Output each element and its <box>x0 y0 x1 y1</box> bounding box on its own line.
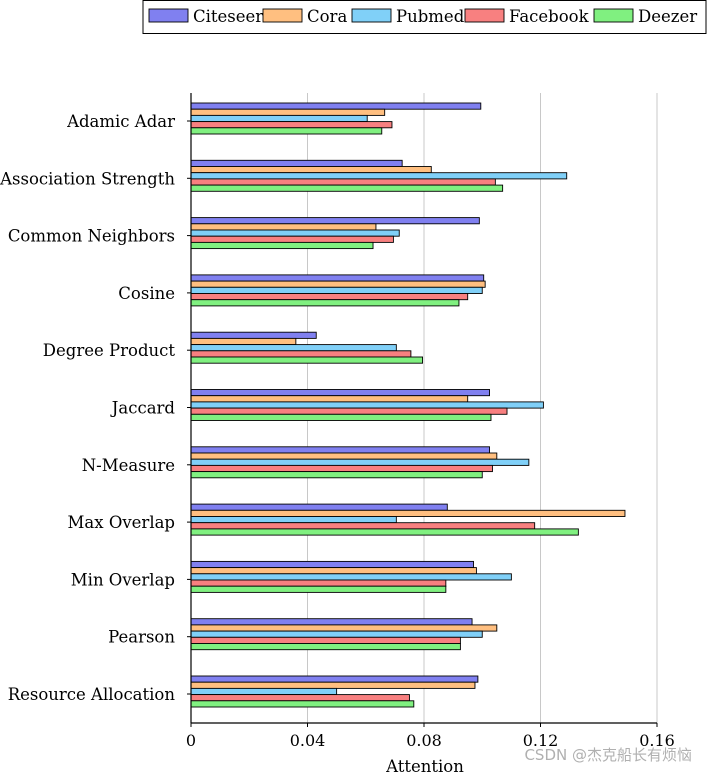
bar-pubmed-5 <box>190 401 544 409</box>
bar-deezer-4 <box>190 356 423 364</box>
category-label: N-Measure <box>82 456 175 475</box>
legend-swatch-pubmed <box>351 8 392 23</box>
bar-citeseer-6 <box>190 446 490 454</box>
bar-cora-1 <box>190 166 432 174</box>
bar-cora-8 <box>190 567 477 575</box>
bar-facebook-5 <box>190 407 508 415</box>
bar-cora-0 <box>190 108 386 116</box>
bar-deezer-8 <box>190 585 447 593</box>
legend-label-cora: Cora <box>307 7 347 26</box>
category-label: Jaccard <box>110 399 176 418</box>
bar-facebook-4 <box>190 350 412 358</box>
bar-citeseer-5 <box>190 389 490 397</box>
legend: Citeseer Cora Pubmed Facebook Deezer <box>142 0 707 34</box>
bar-deezer-3 <box>190 299 460 307</box>
bar-facebook-1 <box>190 178 496 186</box>
bar-deezer-9 <box>190 643 461 651</box>
bar-cora-2 <box>190 223 377 231</box>
legend-swatch-cora <box>262 8 303 23</box>
bar-citeseer-9 <box>190 618 473 626</box>
bars <box>190 102 626 708</box>
legend-label-deezer: Deezer <box>638 7 697 26</box>
x-tick-labels: 0 0.04 0.08 0.12 0.16 <box>186 723 675 750</box>
bar-pubmed-10 <box>190 687 338 696</box>
bar-citeseer-7 <box>190 503 448 511</box>
bar-pubmed-3 <box>190 286 483 294</box>
legend-label-facebook: Facebook <box>509 7 590 26</box>
bar-cora-9 <box>190 624 498 632</box>
legend-swatch-facebook <box>464 8 505 23</box>
x-tick-label: 0.04 <box>290 731 326 750</box>
bar-facebook-3 <box>190 293 469 301</box>
legend-label-citeseer: Citeseer <box>193 7 263 26</box>
bar-deezer-0 <box>190 127 383 135</box>
bar-pubmed-2 <box>190 229 400 237</box>
bar-facebook-9 <box>190 636 461 644</box>
bar-citeseer-10 <box>190 675 479 683</box>
bar-citeseer-4 <box>190 331 317 339</box>
bar-cora-3 <box>190 280 486 288</box>
watermark: CSDN @杰克船长有烦恼 <box>524 746 692 764</box>
bar-citeseer-8 <box>190 560 474 569</box>
category-label: Max Overlap <box>68 513 175 532</box>
legend-swatch-citeseer <box>148 8 189 23</box>
legend-swatch-deezer <box>593 8 634 23</box>
x-tick-label: 0 <box>186 731 196 750</box>
bar-cora-10 <box>190 681 476 689</box>
bar-pubmed-6 <box>190 458 530 466</box>
bar-citeseer-1 <box>190 159 403 167</box>
bar-cora-6 <box>190 452 498 460</box>
bar-citeseer-3 <box>190 274 485 282</box>
bar-cora-7 <box>190 509 626 517</box>
bar-pubmed-7 <box>190 516 397 524</box>
bar-cora-5 <box>190 395 469 403</box>
bar-facebook-10 <box>190 694 410 702</box>
category-label: Resource Allocation <box>8 685 176 704</box>
bar-facebook-0 <box>190 121 393 129</box>
x-tick-label: 0.16 <box>639 731 675 750</box>
bar-deezer-1 <box>190 184 504 192</box>
category-label: Min Overlap <box>71 570 175 589</box>
bar-pubmed-1 <box>190 172 568 180</box>
bar-facebook-6 <box>190 464 493 473</box>
bar-pubmed-9 <box>190 630 483 638</box>
bar-deezer-5 <box>190 413 492 421</box>
category-label: Cosine <box>118 284 175 303</box>
x-axis-title: Attention <box>385 757 464 774</box>
bar-citeseer-0 <box>190 102 482 110</box>
bar-facebook-2 <box>190 235 394 243</box>
bar-deezer-10 <box>190 700 415 708</box>
bar-citeseer-2 <box>190 217 480 225</box>
category-labels: Adamic Adar Association Strength Common Ne… <box>0 112 191 704</box>
bar-facebook-7 <box>190 522 536 530</box>
x-tick-label: 0.12 <box>523 731 559 750</box>
bar-pubmed-8 <box>190 573 512 581</box>
legend-label-pubmed: Pubmed <box>396 7 465 26</box>
category-label: Adamic Adar <box>66 112 175 131</box>
category-label: Degree Product <box>43 341 176 360</box>
category-label: Association Strength <box>0 169 175 188</box>
bar-deezer-7 <box>190 528 579 536</box>
bar-cora-4 <box>190 337 297 346</box>
category-label: Common Neighbors <box>8 227 175 246</box>
bar-facebook-8 <box>190 579 447 587</box>
bar-deezer-2 <box>190 241 374 250</box>
bar-pubmed-4 <box>190 344 397 352</box>
bar-pubmed-0 <box>190 114 368 123</box>
bar-deezer-6 <box>190 471 483 479</box>
category-label: Pearson <box>108 628 175 647</box>
x-tick-label: 0.08 <box>406 731 442 750</box>
